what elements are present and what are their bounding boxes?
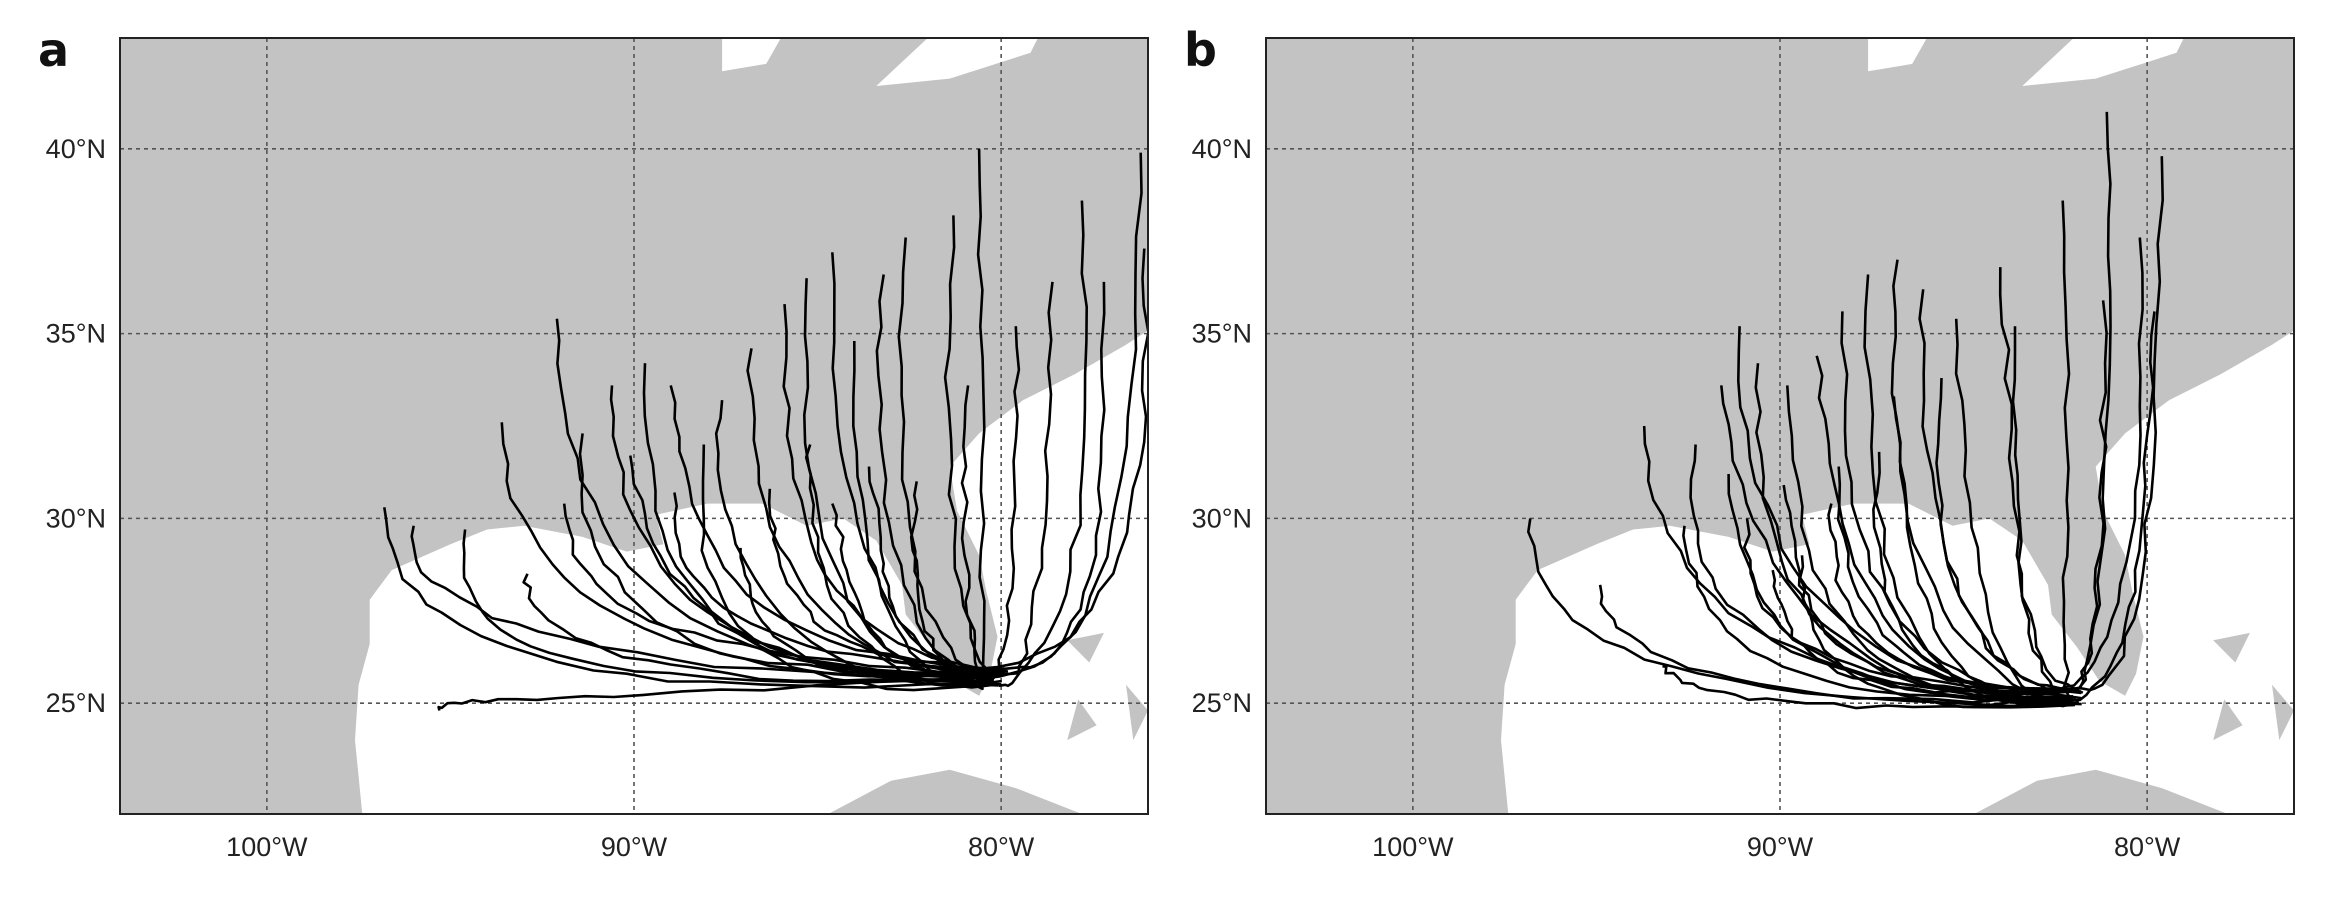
storm-track <box>2064 300 2108 691</box>
storm-track <box>1662 664 2058 710</box>
panel-label: a <box>38 23 69 77</box>
plot-frame <box>1265 37 2295 815</box>
storm-track <box>985 152 1143 680</box>
storm-track <box>1771 569 2067 695</box>
latitude-tick-label: 25°N <box>46 688 106 718</box>
storm-track <box>2058 237 2144 691</box>
lake-michigan <box>1868 38 1927 72</box>
cuba-landmass <box>828 769 1082 814</box>
storm-track <box>437 676 995 711</box>
storm-track <box>2011 326 2072 701</box>
longitude-tick-label: 80°W <box>968 832 1035 862</box>
storm-track <box>383 507 992 689</box>
bahamas-island <box>2213 699 2243 741</box>
storm-track <box>669 385 994 671</box>
storm-track <box>1872 451 2073 705</box>
storm-track <box>522 573 1006 683</box>
storm-track <box>410 525 984 684</box>
storm-track <box>831 503 986 681</box>
storm-track <box>1890 259 2078 705</box>
storm-track <box>562 503 995 676</box>
lake-erie <box>876 38 1038 86</box>
storm-track <box>909 481 993 676</box>
storm-track <box>462 529 996 684</box>
bahamas-island <box>1067 699 1097 741</box>
storm-track <box>2078 156 2165 692</box>
bahamas-island <box>1067 632 1104 663</box>
storm-track <box>782 304 1009 673</box>
latitude-tick-label: 35°N <box>1192 319 1252 349</box>
storm-track <box>998 281 1054 688</box>
gulf-sea-area <box>1501 330 2294 814</box>
storm-track <box>1720 385 2082 706</box>
longitude-tick-label: 90°W <box>601 832 668 862</box>
cuba-landmass <box>1974 769 2228 814</box>
storm-track <box>642 363 989 685</box>
bahamas-island <box>2272 684 2294 741</box>
plot-frame <box>119 37 1149 815</box>
track-map-b: b 40°N 35°N 30°N 25°N 100°W 90°W 80°W <box>1184 23 2316 862</box>
storm-track <box>2067 311 2156 702</box>
bahamas-island <box>2294 755 2316 792</box>
storm-track <box>500 422 989 678</box>
map-panel-a: a 40°N 35°N 30°N 25°N 100°W 90°W 80°W <box>38 23 1149 862</box>
latitude-tick-label: 40°N <box>46 134 106 164</box>
map-area <box>1266 38 2316 814</box>
latitude-tick-label: 25°N <box>1192 688 1252 718</box>
storm-track <box>700 444 982 692</box>
panel-label: b <box>1184 23 1217 77</box>
storm-track <box>1727 473 2066 701</box>
storm-track <box>673 492 990 672</box>
storm-track <box>979 248 1148 671</box>
latitude-tick-label: 30°N <box>46 503 106 533</box>
longitude-tick-label: 80°W <box>2114 832 2181 862</box>
longitude-tick-label: 90°W <box>1747 832 1814 862</box>
latitude-tick-label: 35°N <box>46 319 106 349</box>
storm-track <box>1998 267 2084 694</box>
lake-erie <box>2022 38 2184 86</box>
storm-track <box>609 385 1005 674</box>
storm-track <box>1598 584 2074 704</box>
map-area <box>120 38 1148 814</box>
map-panel-b: b 40°N 35°N 30°N 25°N 100°W 90°W 80°W <box>1146 0 2316 906</box>
storm-tracks <box>383 148 1148 711</box>
storm-track <box>897 237 995 678</box>
storm-track <box>1689 444 2058 699</box>
latitude-tick-label: 30°N <box>1192 503 1252 533</box>
storm-track <box>1935 377 2082 695</box>
storm-track <box>1682 525 2074 702</box>
bahamas-island <box>1126 684 1148 741</box>
storm-track <box>739 547 1003 679</box>
track-map-a: a 40°N 35°N 30°N 25°N 100°W 90°W 80°W <box>38 23 1149 862</box>
storm-tracks <box>1526 111 2165 710</box>
latitude-tick-label: 40°N <box>1192 134 1252 164</box>
lake-michigan <box>722 38 781 72</box>
bahamas-island <box>2213 632 2250 663</box>
storm-track <box>1782 484 2081 694</box>
longitude-tick-label: 100°W <box>1372 832 1454 862</box>
longitude-tick-label: 100°W <box>226 832 308 862</box>
